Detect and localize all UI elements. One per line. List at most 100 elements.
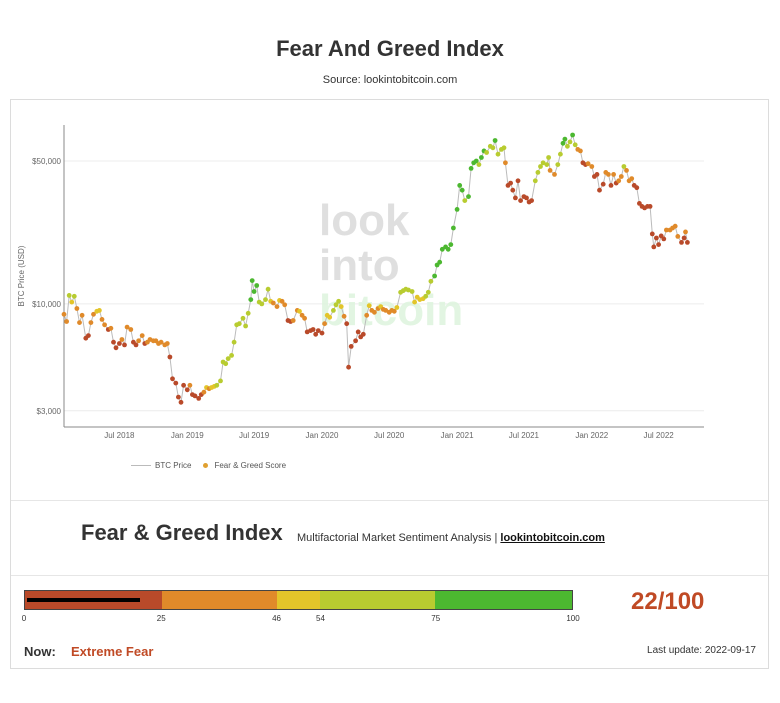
fear-greed-point: [570, 132, 575, 138]
fear-greed-point: [218, 378, 223, 384]
fear-greed-point: [572, 142, 578, 148]
fear-greed-point: [479, 155, 484, 160]
now-label: Now:: [24, 644, 56, 659]
fear-greed-point: [540, 160, 546, 166]
fear-greed-point: [538, 164, 543, 169]
fear-greed-point: [546, 155, 551, 160]
gauge-segment: [320, 591, 436, 609]
x-tick-label: Jan 2019: [171, 431, 204, 440]
fear-greed-point: [532, 178, 538, 184]
fear-greed-point: [355, 329, 361, 335]
fear-greed-point: [462, 198, 468, 203]
fear-greed-point: [412, 299, 417, 305]
fear-greed-point: [558, 151, 563, 157]
fear-greed-point: [448, 242, 454, 248]
chart-legend[interactable]: BTC Price Fear & Greed Score: [131, 461, 286, 470]
fear-greed-point: [77, 320, 82, 325]
gauge-tick-label: 100: [566, 614, 580, 623]
fear-greed-point: [685, 240, 690, 245]
gauge-tick-label: 25: [156, 614, 166, 623]
fear-greed-point: [66, 293, 72, 298]
fear-greed-point: [265, 286, 271, 292]
x-tick-label: Jan 2020: [306, 431, 339, 440]
x-tick-label: Jul 2018: [104, 431, 135, 440]
fear-greed-point: [310, 327, 316, 332]
fear-greed-point: [459, 187, 465, 193]
fear-greed-point: [279, 298, 285, 304]
fear-greed-point: [178, 399, 184, 405]
fear-greed-point: [231, 339, 237, 345]
index-card: look into bitcoin $3,000 $10,000 $50,000 Jul …: [10, 99, 769, 669]
fear-greed-point: [634, 185, 640, 191]
fear-greed-point: [468, 166, 474, 171]
fear-greed-point: [201, 389, 207, 395]
fear-greed-point: [664, 227, 669, 233]
gauge-tick-label: 0: [21, 614, 27, 623]
fear-greed-point: [366, 303, 372, 309]
fear-greed-point: [353, 338, 358, 344]
fear-greed-point: [86, 333, 91, 338]
fear-greed-point: [333, 302, 339, 308]
fear-greed-point: [192, 393, 198, 399]
fear-greed-point: [508, 180, 513, 186]
y-tick-label: $3,000: [37, 407, 62, 416]
fear-greed-point: [394, 305, 400, 310]
fear-greed-point: [327, 314, 333, 320]
fear-greed-point: [611, 172, 616, 177]
fear-greed-point: [181, 382, 187, 388]
fear-greed-point: [547, 168, 553, 173]
source-link[interactable]: lookintobitcoin.com: [500, 532, 605, 544]
fear-greed-point: [565, 143, 570, 149]
fear-greed-point: [529, 198, 534, 203]
fear-greed-point: [270, 300, 276, 306]
section-divider: [11, 575, 768, 576]
fear-greed-point: [621, 164, 627, 169]
fear-greed-point: [176, 394, 181, 400]
fear-greed-point: [263, 297, 268, 302]
fear-greed-point: [535, 170, 541, 175]
fear-greed-point: [597, 187, 602, 193]
fear-greed-point: [170, 376, 175, 382]
fear-greed-point: [544, 162, 550, 167]
fear-greed-point: [133, 342, 139, 348]
fear-greed-point: [344, 321, 350, 327]
gauge-segment: [276, 591, 321, 609]
fear-greed-point: [88, 320, 94, 325]
fear-greed-point: [473, 158, 479, 164]
fear-greed-point: [651, 244, 657, 250]
page-subtitle: Source: lookintobitcoin.com: [322, 74, 458, 86]
fear-greed-point: [117, 341, 122, 346]
fear-greed-point: [61, 311, 67, 317]
fear-greed-point: [661, 236, 667, 242]
gauge-tick-label: 54: [316, 614, 325, 623]
fear-greed-point: [594, 172, 600, 177]
fear-greed-point: [196, 396, 202, 401]
fear-greed-point: [102, 322, 107, 328]
fear-greed-point: [69, 299, 75, 305]
fear-greed-legend-label: Fear & Greed Score: [214, 461, 287, 470]
fear-greed-point: [372, 309, 377, 315]
fear-greed-point: [681, 235, 687, 241]
fear-greed-point: [457, 183, 463, 188]
fear-greed-point: [302, 315, 307, 321]
fear-greed-point: [406, 287, 411, 293]
fear-greed-point: [71, 293, 77, 299]
fear-greed-point: [466, 194, 471, 199]
fear-greed-point: [552, 172, 557, 177]
fear-greed-point: [341, 313, 347, 319]
gauge-tick-label: 46: [272, 614, 281, 623]
x-tick-label: Jul 2022: [643, 431, 674, 440]
fear-greed-point: [492, 138, 498, 143]
y-tick-label: $50,000: [32, 157, 61, 166]
fear-greed-point: [616, 178, 622, 184]
gauge-segment: [435, 591, 572, 609]
fear-greed-point: [518, 198, 523, 203]
fear-greed-point: [437, 259, 443, 265]
btc-price-legend-swatch: [131, 465, 151, 466]
fear-greed-point: [111, 339, 116, 345]
fear-greed-point: [108, 325, 114, 331]
fear-greed-point: [248, 297, 254, 302]
price-chart: lookintobitcoin $3,000$10,000$50,000Jul …: [17, 125, 704, 440]
fear-greed-point: [274, 304, 280, 309]
fear-greed-point: [158, 339, 164, 345]
